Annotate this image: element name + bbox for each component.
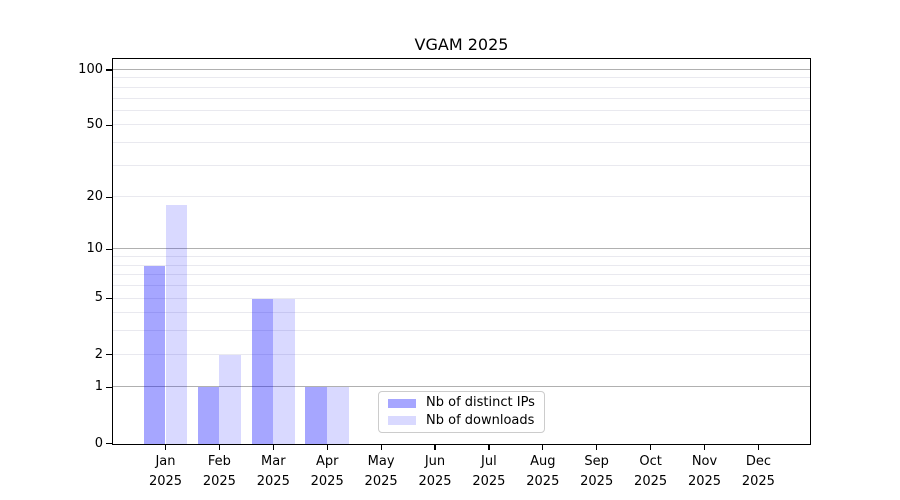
- gridline-minor-20: [113, 196, 810, 198]
- gridline-major-100: [113, 69, 810, 70]
- gridline-minor-90: [113, 77, 810, 79]
- x-tick-label-jul: Jul 2025: [472, 453, 506, 489]
- bar-jan-downloads: [165, 205, 188, 444]
- x-tick-label-oct: Oct 2025: [634, 453, 668, 489]
- bar-jan-distinct-ips: [143, 265, 166, 444]
- x-tick-label-mar: Mar 2025: [256, 453, 290, 489]
- gridline-minor-9: [113, 256, 810, 258]
- chart-title: VGAM 2025: [414, 35, 509, 54]
- x-tick-label-dec: Dec 2025: [741, 453, 775, 489]
- x-tick-label-feb: Feb 2025: [202, 453, 236, 489]
- y-tick-label-100: 100: [78, 62, 103, 77]
- y-tick-label-2: 2: [94, 346, 103, 362]
- x-tick-feb: [218, 445, 221, 451]
- gridline-minor-80: [113, 86, 810, 88]
- gridline-minor-60: [113, 109, 810, 111]
- x-tick-label-jan: Jan 2025: [148, 453, 183, 489]
- y-tick-50: [105, 124, 112, 126]
- x-tick-may: [380, 445, 382, 451]
- y-tick-2: [105, 353, 112, 356]
- x-tick-aug: [542, 445, 544, 451]
- x-tick-label-nov: Nov 2025: [687, 453, 722, 489]
- x-tick-nov: [703, 445, 706, 451]
- x-tick-oct: [650, 445, 652, 451]
- y-tick-1: [105, 386, 112, 389]
- y-tick-label-0: 0: [94, 435, 103, 451]
- bar-feb-distinct-ips: [197, 387, 220, 444]
- bar-apr-downloads: [327, 387, 349, 444]
- legend-label-downloads: Nb of downloads: [426, 412, 535, 428]
- gridline-major-10: [113, 248, 810, 250]
- y-tick-10: [105, 248, 112, 251]
- bar-mar-downloads: [273, 298, 296, 444]
- bar-apr-distinct-ips: [305, 387, 328, 444]
- gridline-minor-30: [113, 164, 810, 166]
- legend-swatch-downloads: [388, 415, 416, 426]
- legend-swatch-distinct-ips: [388, 398, 416, 409]
- x-tick-label-jun: Jun 2025: [418, 453, 452, 489]
- legend-label-distinct-ips: Nb of distinct IPs: [426, 395, 535, 411]
- x-tick-jul: [488, 445, 490, 451]
- legend-item-distinct-ips: Nb of distinct IPs: [388, 395, 535, 411]
- y-tick-label-5: 5: [94, 290, 103, 306]
- gridline-minor-7: [113, 274, 810, 276]
- gridline-minor-70: [113, 97, 810, 99]
- gridline-minor-5: [113, 297, 810, 299]
- y-tick-label-1: 1: [94, 379, 103, 395]
- bar-feb-downloads: [219, 354, 242, 444]
- x-tick-label-apr: Apr 2025: [310, 453, 344, 489]
- y-tick-label-20: 20: [86, 189, 103, 205]
- x-tick-jan: [164, 445, 167, 451]
- bar-mar-distinct-ips: [251, 298, 274, 444]
- plot-area: Jan 2025 Feb 2025 Mar 2025 Apr 2025 May 2025…: [78, 58, 812, 489]
- gridline-minor-4: [113, 312, 810, 314]
- x-tick-jun: [434, 445, 436, 451]
- x-tick-label-may: May 2025: [364, 453, 398, 489]
- x-tick-label-sep: Sep 2025: [580, 453, 614, 489]
- gridline-minor-2: [113, 353, 810, 355]
- x-tick-dec: [757, 445, 760, 451]
- y-tick-label-10: 10: [86, 241, 103, 257]
- gridline-minor-50: [113, 124, 810, 126]
- x-tick-label-aug: Aug 2025: [526, 453, 560, 489]
- x-tick-sep: [596, 445, 598, 451]
- x-tick-apr: [326, 445, 328, 451]
- y-tick-label-50: 50: [86, 117, 103, 133]
- gridline-minor-8: [113, 264, 810, 266]
- y-tick-0: [105, 442, 112, 445]
- y-tick-5: [105, 297, 112, 300]
- legend-item-downloads: Nb of downloads: [388, 413, 535, 429]
- gridline-minor-6: [113, 285, 810, 287]
- gridline-minor-3: [113, 330, 810, 332]
- y-tick-20: [105, 196, 112, 198]
- x-tick-mar: [272, 445, 274, 451]
- legend: Nb of distinct IPs Nb of downloads: [378, 391, 545, 433]
- gridline-minor-40: [113, 141, 810, 143]
- y-tick-100: [105, 69, 112, 71]
- gridline-major-1: [113, 386, 810, 388]
